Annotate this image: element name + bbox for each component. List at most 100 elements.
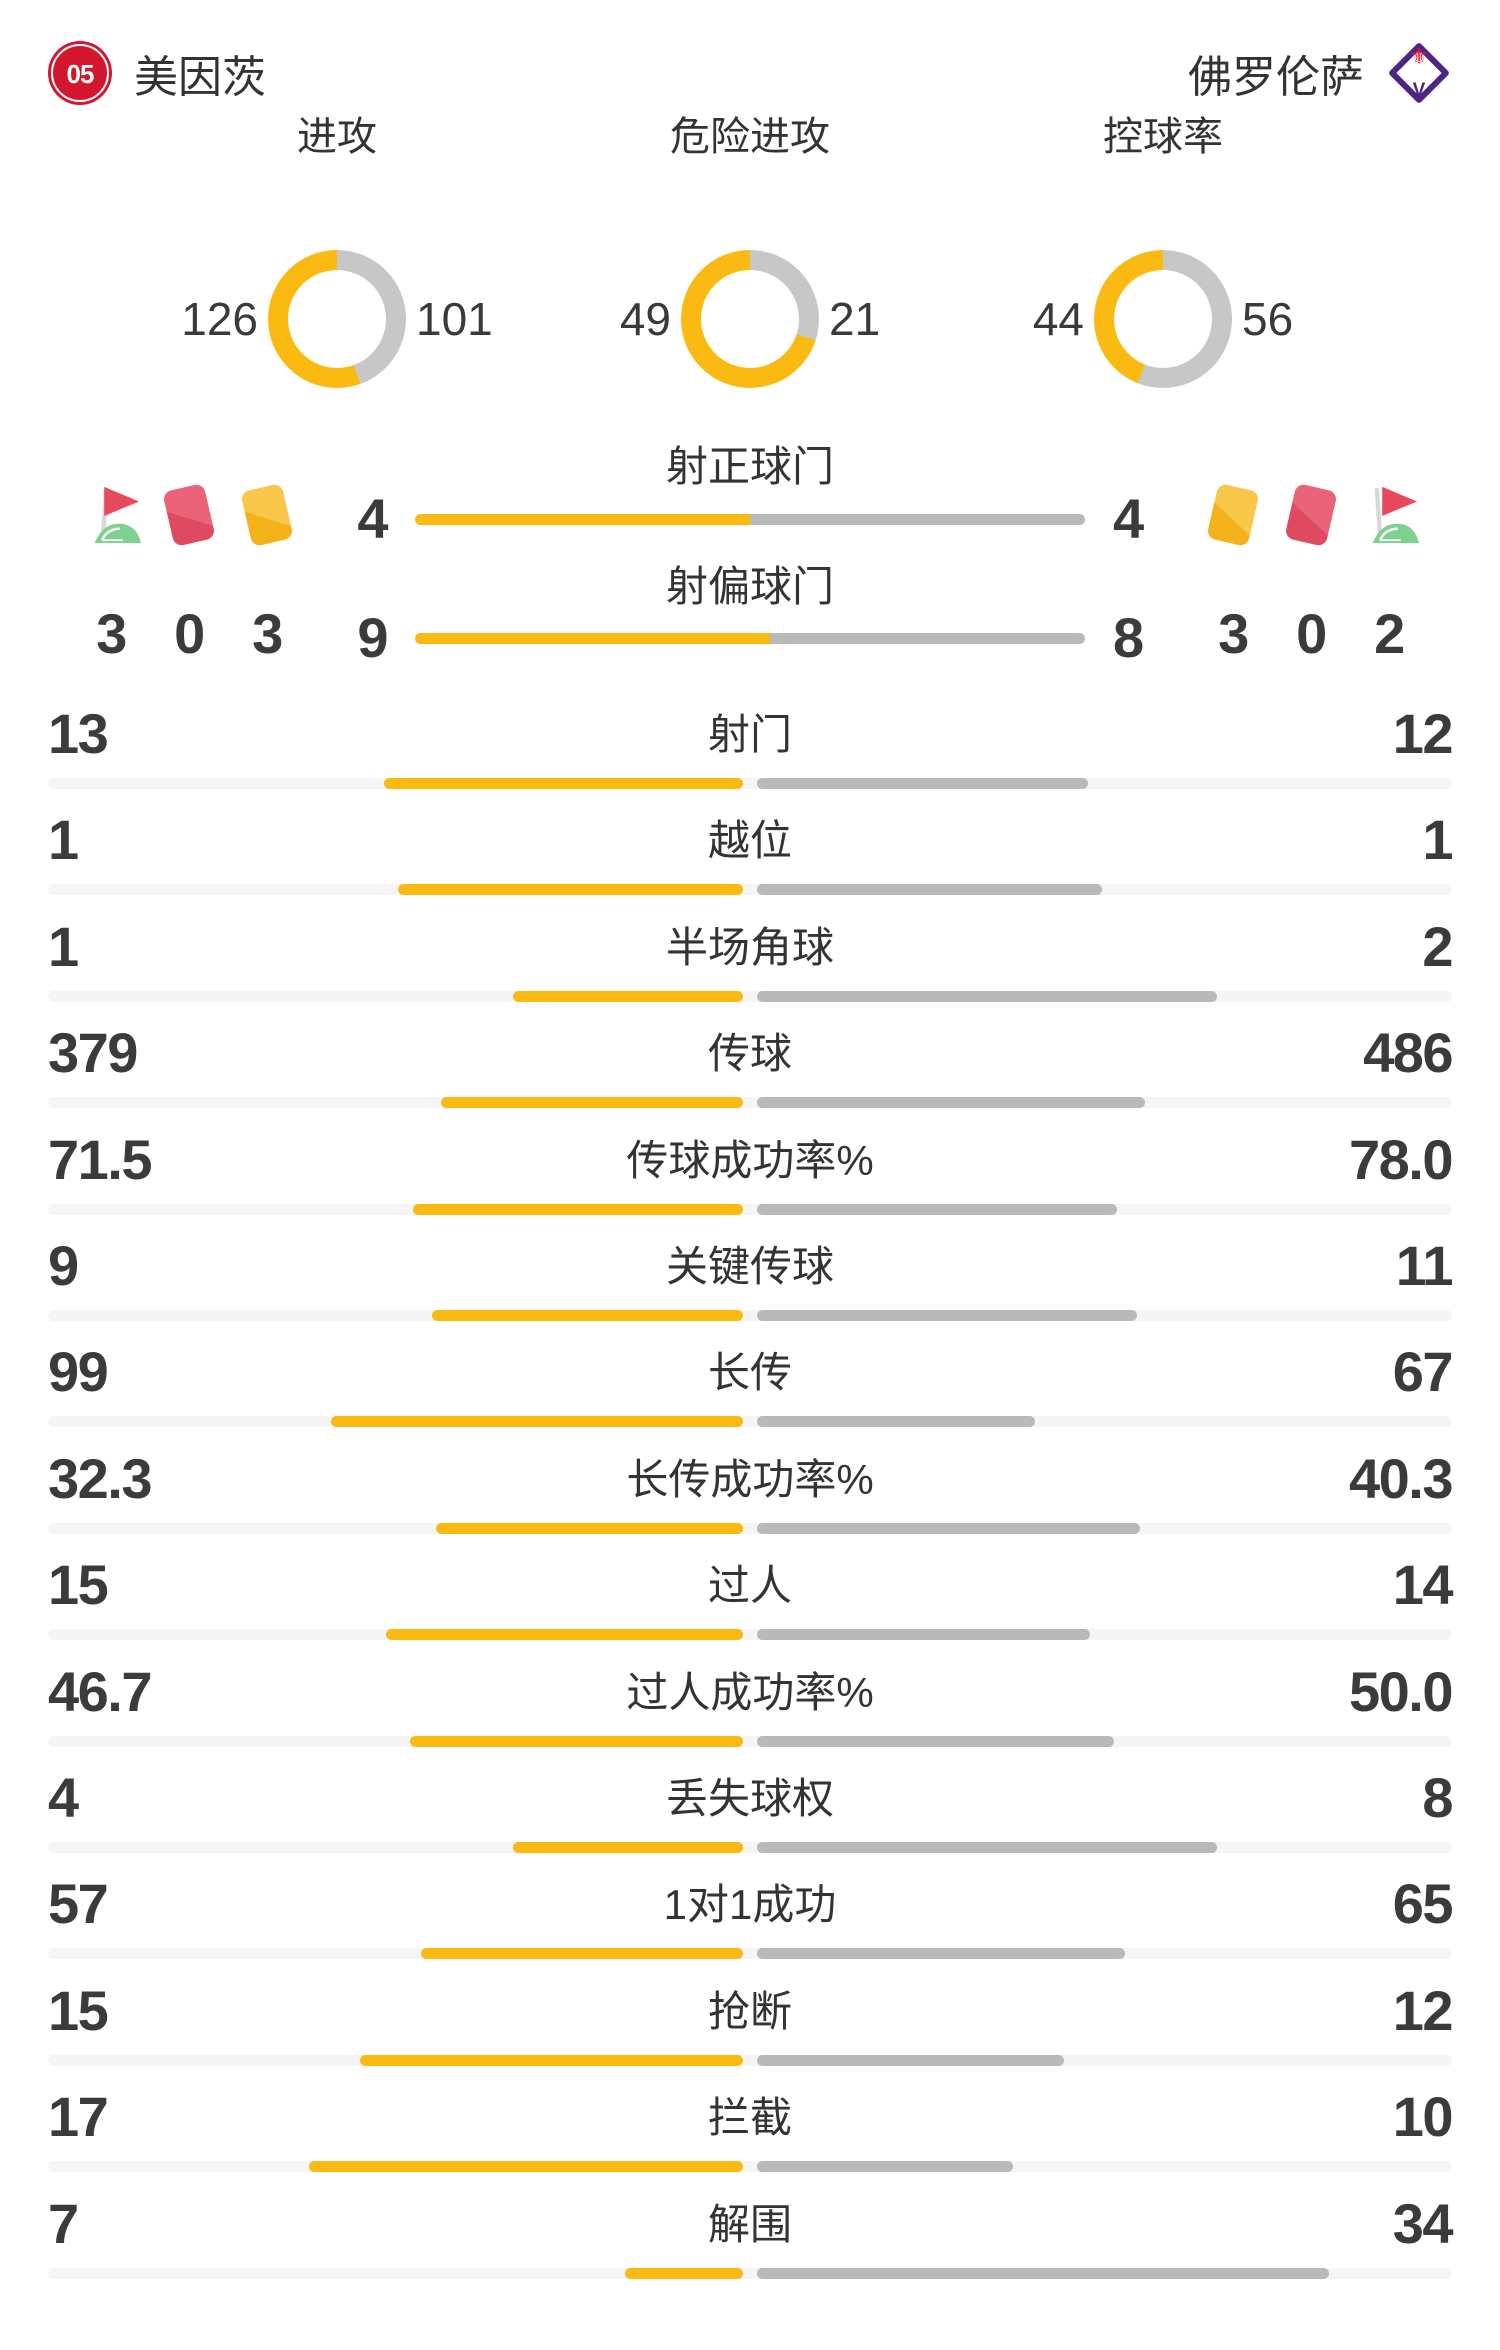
- stat-row-5: 关键传球 9 11: [0, 1234, 1500, 1340]
- away-team: 佛罗伦萨 ⚜ V: [1188, 40, 1452, 106]
- stat-bar-home: [410, 1735, 743, 1747]
- stat-home-value: 1: [48, 808, 79, 872]
- stat-bar-away: [757, 990, 1217, 1002]
- stat-bar-away: [757, 1735, 1114, 1747]
- stat-label: 传球: [707, 1030, 792, 1078]
- stat-bar-away: [757, 1310, 1137, 1321]
- stat-home-value: 7: [48, 2191, 79, 2255]
- donut-title: 控球率: [1103, 115, 1223, 159]
- stat-home-value: 99: [48, 1340, 109, 1404]
- stat-home-value: 9: [48, 1234, 79, 1297]
- stat-bar-track: [48, 1629, 1452, 1641]
- stat-bar-track: [48, 1735, 1452, 1747]
- away-team-logo-icon: ⚜ V: [1386, 40, 1452, 106]
- fleur-de-lis-icon: ⚜: [1408, 43, 1430, 69]
- shots-on-target-bar: [415, 513, 1085, 525]
- stat-away-value: 14: [1392, 1553, 1454, 1617]
- shots-on-target-home-value: 4: [357, 487, 388, 550]
- donut-row: 49 21: [583, 250, 917, 388]
- stat-row-6: 长传 99 67: [0, 1340, 1500, 1446]
- stat-bar-away: [757, 2267, 1329, 2279]
- home-team-logo-icon: 05: [48, 41, 112, 105]
- shots-on-target-bar-home: [415, 513, 750, 525]
- stat-bar-track: [48, 1203, 1452, 1215]
- stat-home-value: 15: [48, 1978, 109, 2042]
- stat-bar-track: [48, 778, 1452, 789]
- stat-bar-track: [48, 884, 1452, 896]
- stat-away-value: 1: [1422, 808, 1453, 872]
- away-red-card-count: 0: [1296, 602, 1327, 665]
- stat-bar-away: [757, 1842, 1217, 1853]
- stat-home-value: 46.7: [48, 1659, 153, 1723]
- stat-home-value: 15: [48, 1553, 109, 1617]
- stat-label: 射门: [707, 711, 792, 758]
- stat-bar-away: [757, 1416, 1035, 1428]
- stat-home-value: 71.5: [48, 1127, 153, 1191]
- stat-away-value: 12: [1392, 1978, 1454, 2042]
- away-logo-v: V: [1412, 80, 1426, 101]
- stat-bar-home: [331, 1416, 743, 1428]
- stat-label: 拦截: [707, 2094, 792, 2142]
- stat-away-value: 486: [1363, 1021, 1453, 1085]
- stat-home-value: 1: [48, 914, 79, 978]
- stat-label: 丢失球权: [665, 1775, 834, 1822]
- yellow-card-icon: [1202, 482, 1264, 548]
- red-card-icon: [1280, 482, 1342, 548]
- shots-off-target-bar: [415, 632, 1085, 644]
- stat-row-8: 过人 15 14: [0, 1553, 1500, 1659]
- stat-bar-home: [436, 1522, 743, 1534]
- donut-away-value: 101: [416, 293, 493, 345]
- shots-on-target-row: 4 4: [0, 487, 1500, 550]
- home-corner-count: 3: [96, 602, 127, 665]
- donut-home-value: 49: [619, 293, 671, 345]
- donut-group-2: 控球率 44 56: [996, 112, 1330, 388]
- stat-bar-away: [757, 1097, 1145, 1109]
- stat-row-10: 丢失球权 4 8: [0, 1766, 1500, 1872]
- stat-bar-home: [386, 1629, 743, 1641]
- shots-off-target-bar-home: [415, 632, 770, 644]
- donut-ring: [268, 250, 406, 388]
- shots-off-target-row: 9 8: [0, 606, 1500, 669]
- away-team-name: 佛罗伦萨: [1188, 53, 1364, 102]
- stat-home-value: 13: [48, 702, 109, 765]
- stat-bar-track: [48, 1522, 1452, 1534]
- stat-bar-home: [625, 2267, 743, 2279]
- home-discipline-icons: [80, 482, 298, 548]
- donut-title: 进攻: [297, 115, 377, 159]
- stat-label: 1对1成功: [663, 1881, 837, 1929]
- stat-row-14: 解围 7 34: [0, 2192, 1500, 2298]
- stat-label: 半场角球: [665, 923, 834, 971]
- stat-label: 长传: [707, 1349, 792, 1397]
- stat-bar-home: [513, 1842, 743, 1853]
- stat-label: 越位: [707, 817, 792, 865]
- donut-row: 126 101: [170, 250, 504, 388]
- donut-title: 危险进攻: [670, 115, 830, 159]
- stat-bar-home: [432, 1310, 743, 1321]
- away-yellow-card-count: 3: [1218, 602, 1249, 665]
- donut-row: 44 56: [996, 250, 1330, 388]
- stat-label: 解围: [707, 2200, 792, 2248]
- donut-charts-section: 进攻 126 101 危险进攻 49 21 控球率 44 56: [0, 112, 1500, 388]
- stat-bar-away: [757, 778, 1088, 789]
- stat-away-value: 65: [1392, 1872, 1454, 1936]
- stat-row-9: 过人成功率% 46.7 50.0: [0, 1660, 1500, 1766]
- stat-home-value: 4: [48, 1766, 79, 1829]
- shots-off-target-bar-away: [769, 632, 1085, 644]
- stat-bar-away: [757, 1203, 1117, 1215]
- shots-off-target-home-value: 9: [357, 606, 388, 669]
- red-card-icon: [158, 482, 220, 548]
- stat-bar-track: [48, 1097, 1452, 1109]
- stat-bar-track: [48, 990, 1452, 1002]
- stat-bar-track: [48, 1842, 1452, 1853]
- stat-bar-away: [757, 1522, 1140, 1534]
- match-header: 05 美因茨 佛罗伦萨 ⚜ V: [48, 38, 1452, 108]
- stat-bar-away: [757, 1948, 1125, 1960]
- stat-bar-home: [421, 1948, 743, 1960]
- stat-row-11: 1对1成功 57 65: [0, 1872, 1500, 1978]
- stat-home-value: 17: [48, 2085, 109, 2149]
- stat-home-value: 57: [48, 1872, 109, 1936]
- stat-bar-home: [513, 990, 743, 1002]
- stat-bar-home: [384, 778, 743, 789]
- home-team-name: 美因茨: [134, 53, 266, 102]
- stat-row-1: 越位 1 1: [0, 808, 1500, 914]
